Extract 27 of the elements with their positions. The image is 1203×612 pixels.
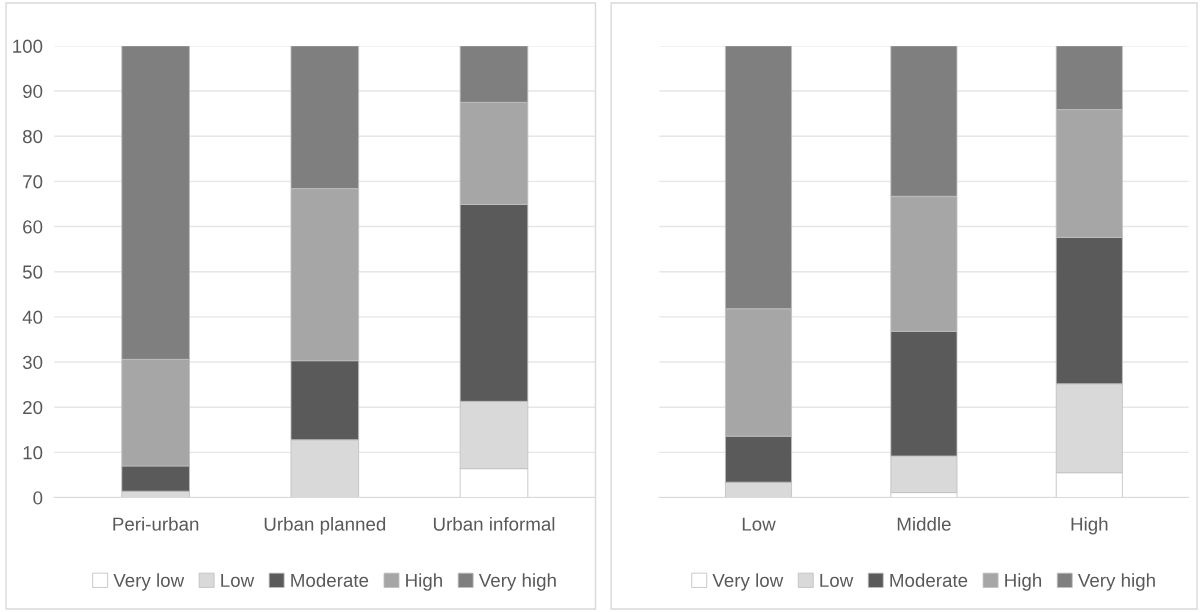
legend-label: High <box>406 573 442 591</box>
legend-label: Moderate <box>291 573 369 588</box>
y-tick-label: 100 <box>13 39 43 53</box>
x-tick-label: Urban planned <box>264 517 386 535</box>
y-tick-label: 90 <box>23 84 43 99</box>
legend-label: Moderate <box>890 573 968 588</box>
x-tick-label: Low <box>742 517 776 531</box>
y-tick-label: 30 <box>22 355 43 370</box>
y-tick-label: 40 <box>22 310 43 324</box>
legend-label: High <box>1005 573 1042 591</box>
y-tick-label: 80 <box>22 129 43 144</box>
y-tick-label: 60 <box>23 220 43 234</box>
x-tick-label: Peri-urban <box>113 517 199 531</box>
y-tick-label: 0 <box>33 491 43 505</box>
x-tick-label: Urban informal <box>433 517 555 531</box>
x-tick-label: High <box>1071 517 1108 535</box>
legend-label: Very high <box>478 573 556 591</box>
legend-label: Very low <box>113 573 185 591</box>
legend-label: Low <box>221 573 255 588</box>
legend-label: Very low <box>712 573 784 591</box>
legend-label: Low <box>820 573 854 588</box>
y-tick-label: 50 <box>22 265 43 279</box>
y-tick-label: 20 <box>23 400 43 415</box>
legend-label: Very high <box>1077 573 1155 591</box>
y-tick-label: 70 <box>23 175 43 189</box>
x-tick-label: Middle <box>897 517 951 531</box>
y-tick-label: 10 <box>23 446 43 460</box>
